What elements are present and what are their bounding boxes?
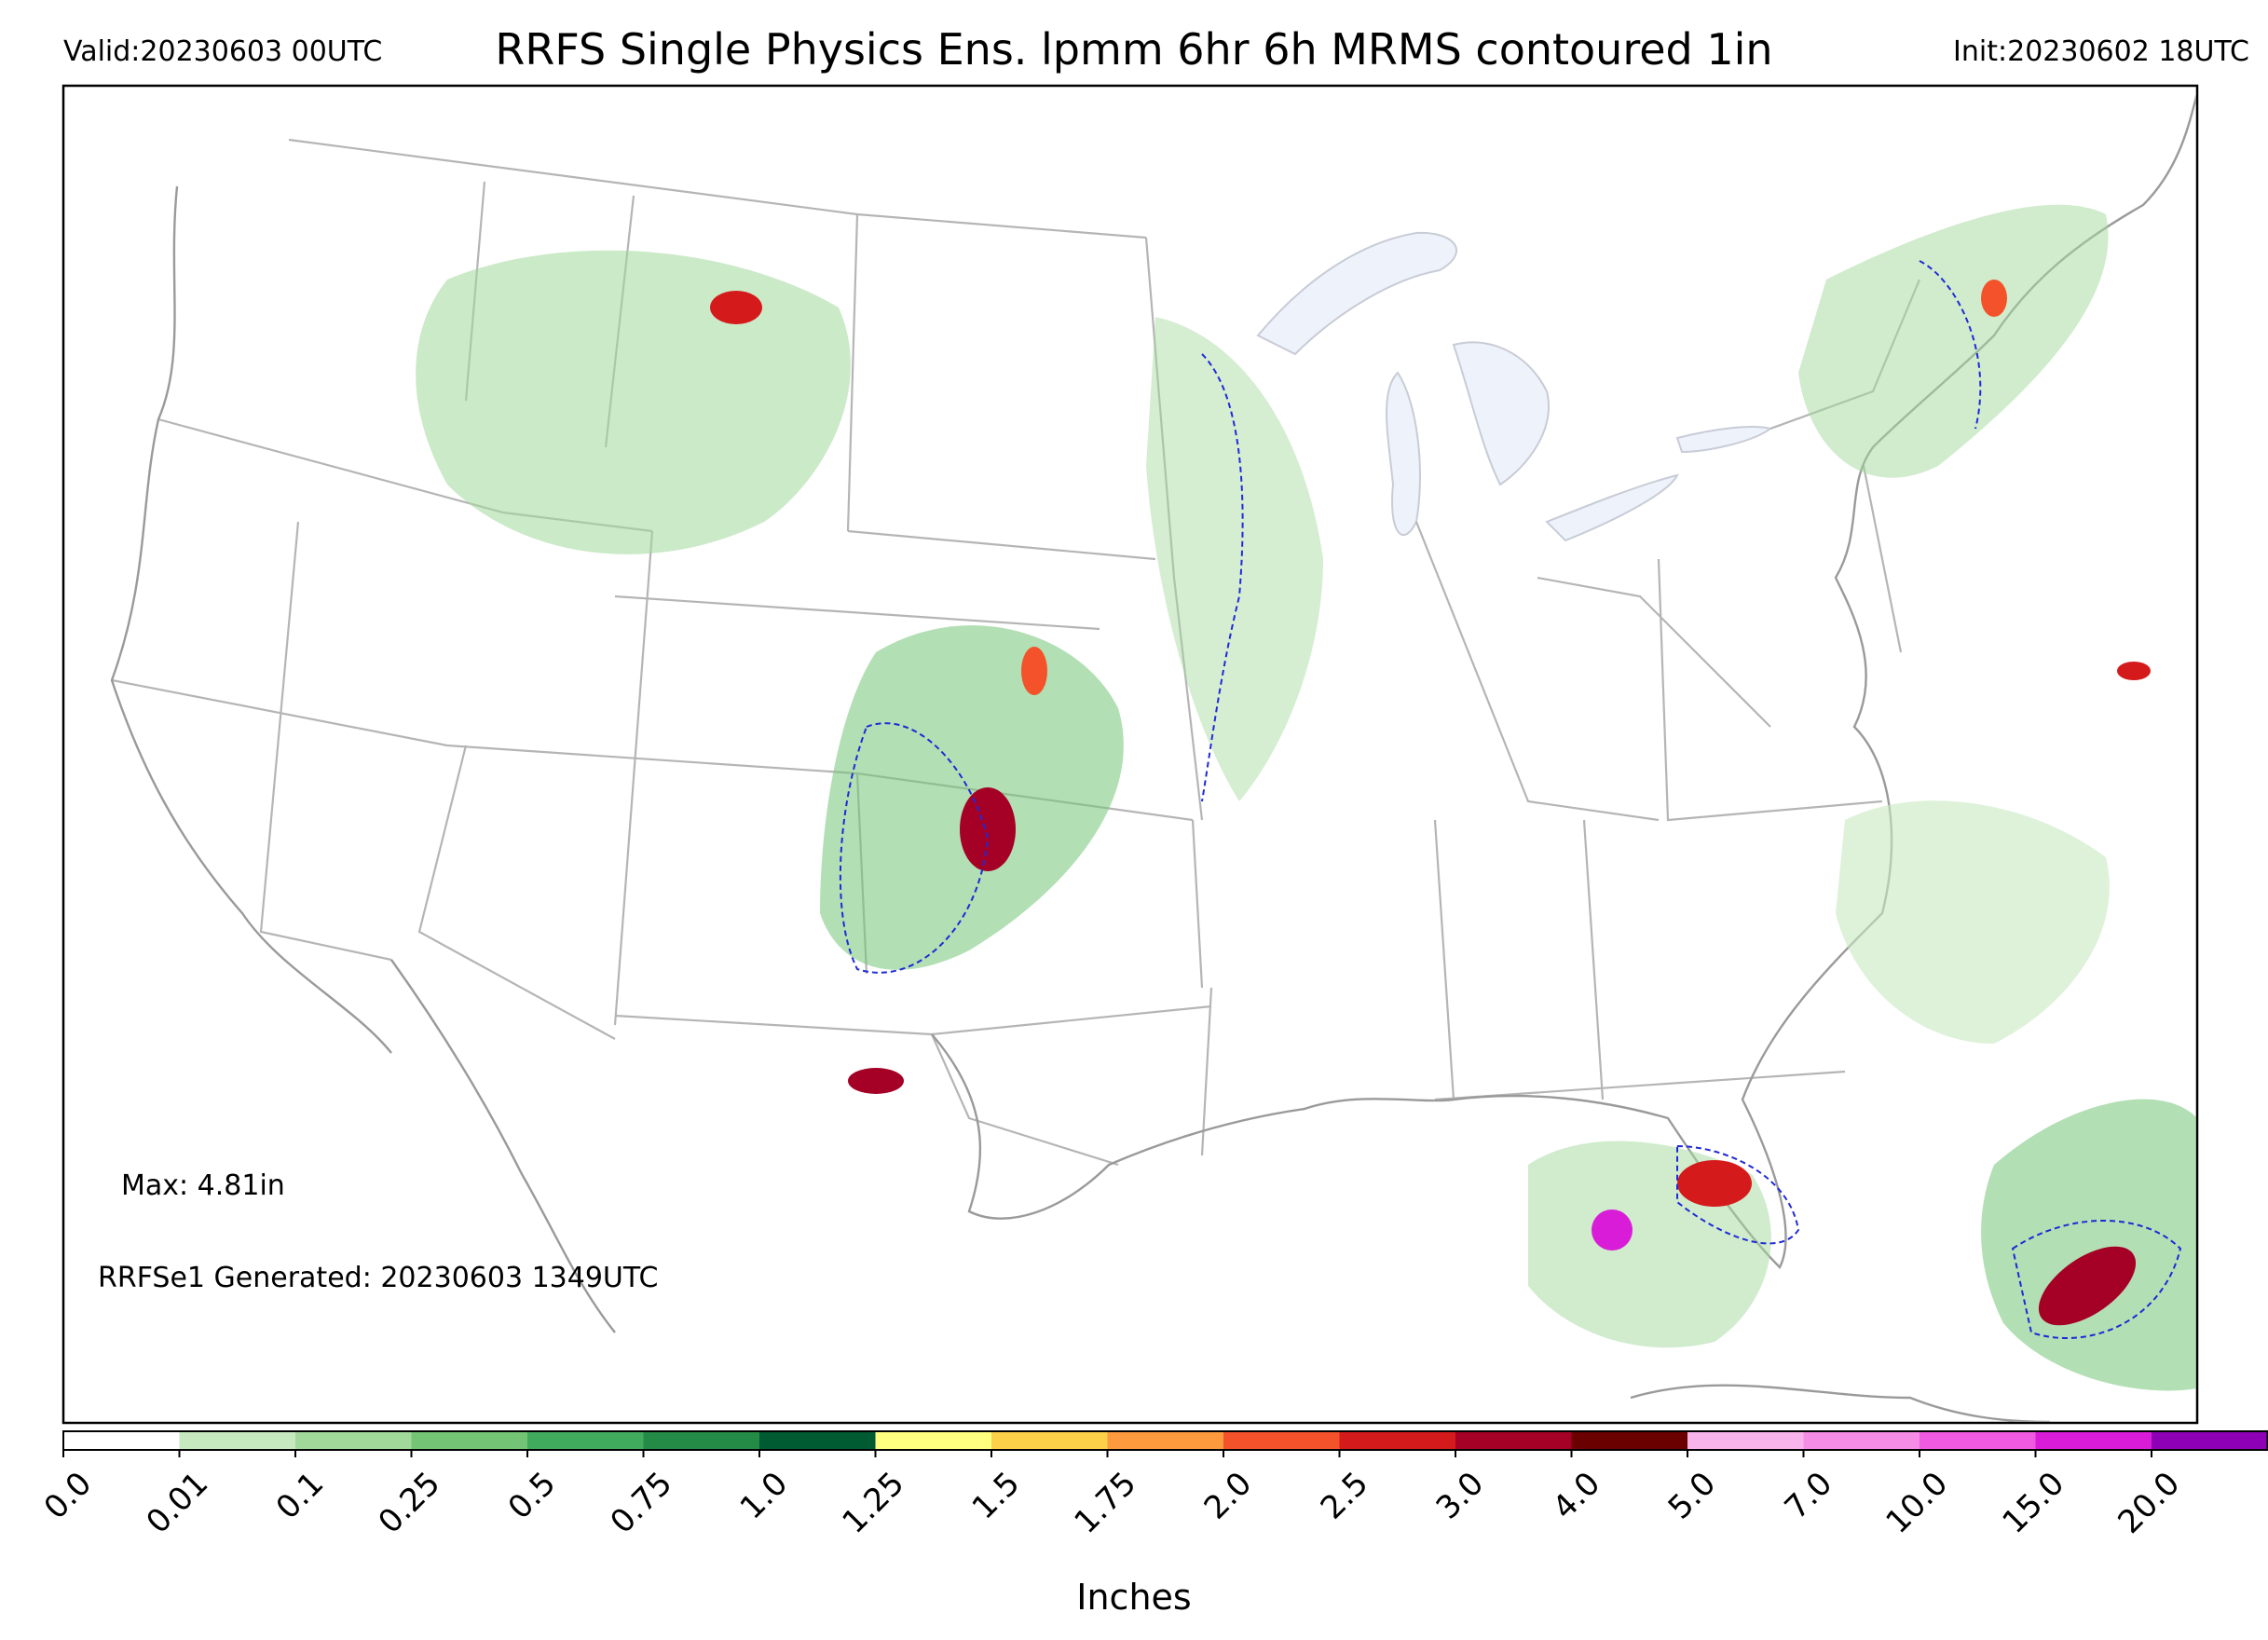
colorbar-segment	[1455, 1431, 1572, 1450]
precip-core-montana	[710, 291, 762, 324]
lake-ontario	[1675, 426, 1773, 454]
precip-core-texas-panhandle	[960, 787, 1016, 871]
map-title: RRFS Single Physics Ens. lpmm 6hr 6h MRM…	[495, 24, 1773, 75]
precip-core-offshore	[2117, 662, 2151, 680]
max-value-label: Max: 4.81in	[121, 1169, 285, 1202]
colorbar-segment	[991, 1431, 1108, 1450]
colorbar-segment	[2152, 1431, 2268, 1450]
colorbar-segment	[63, 1431, 180, 1450]
precip-northeast-swath	[1798, 204, 2109, 478]
colorbar-border	[62, 1430, 2268, 1451]
colorbar-segment	[875, 1431, 992, 1450]
generated-label: RRFSe1 Generated: 20230603 1349UTC	[98, 1262, 659, 1294]
map-geography	[110, 92, 2196, 1422]
lake-erie	[1545, 473, 1679, 542]
precip-swaths	[416, 204, 2196, 1391]
colorbar-segment	[1571, 1431, 1688, 1450]
colorbar-segment	[295, 1431, 412, 1450]
colorbar-segment	[179, 1431, 296, 1450]
colorbar-label: Inches	[1076, 1577, 1192, 1618]
colorbar-segment	[527, 1431, 644, 1450]
colorbar-segment	[1687, 1431, 1804, 1450]
precip-core-gulf	[1592, 1210, 1633, 1250]
colorbar-segment	[2035, 1431, 2152, 1450]
colorbar-segment	[1107, 1431, 1224, 1450]
precip-northwest-swath	[416, 250, 851, 554]
colorbar-segment	[1339, 1431, 1456, 1450]
colorbar-segment	[643, 1431, 760, 1450]
precip-core-atlantic	[2038, 1246, 2137, 1326]
great-lakes	[1256, 231, 1773, 542]
init-time-label: Init:20230602 18UTC	[1953, 35, 2249, 68]
colorbar-segment	[1920, 1431, 2036, 1450]
precip-midwest-swath	[1146, 317, 1323, 801]
precip-core-kansas	[1021, 647, 1047, 695]
colorbar-segment	[1223, 1431, 1340, 1450]
mrms-contours	[839, 260, 2182, 1339]
colorbar	[62, 1429, 2268, 1457]
lake-michigan	[1386, 371, 1421, 536]
colorbar-segment	[1803, 1431, 1920, 1450]
lake-huron	[1452, 341, 1550, 486]
colorbar-segment	[411, 1431, 528, 1450]
precip-core-northeast	[1981, 280, 2007, 317]
lake-superior	[1256, 231, 1458, 356]
colorbar-segment	[759, 1431, 876, 1450]
valid-time-label: Valid:20230603 00UTC	[63, 35, 383, 68]
precip-atlantic-swath	[1981, 1099, 2196, 1391]
precip-core-florida	[1677, 1160, 1752, 1207]
precip-se-atlantic-swath	[1836, 800, 2110, 1044]
precip-core-west-texas	[848, 1068, 904, 1094]
